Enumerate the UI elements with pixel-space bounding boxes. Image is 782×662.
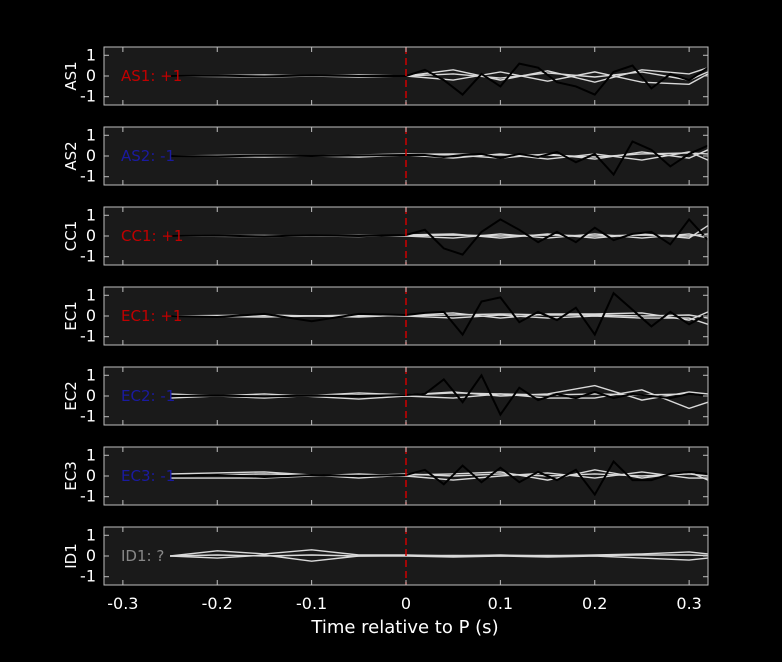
y-axis-label: EC2 [62,381,80,411]
x-tick-label: 0.3 [676,594,701,613]
y-tick-label: 1 [86,205,96,224]
polarity-annotation: AS2: -1 [121,147,175,165]
y-tick-label: -1 [80,407,96,426]
y-tick-label: 0 [86,146,96,165]
y-axis-label: EC3 [62,461,80,491]
synthetic-trace-3 [170,554,709,557]
polarity-annotation: ID1: ? [121,547,164,565]
y-tick-label: -1 [80,167,96,186]
observed-trace [170,217,709,256]
y-tick-label: -1 [80,567,96,586]
y-tick-label: 0 [86,546,96,565]
observed-trace [170,373,709,417]
observed-trace [170,291,709,337]
x-axis: -0.3 -0.2 -0.1 0 0.1 0.2 0.3 [107,594,702,613]
polarity-annotation: EC1: +1 [121,307,182,325]
y-axis-label: CC1 [62,221,80,252]
y-tick-label: 0 [86,66,96,85]
x-tick-label: -0.3 [107,594,138,613]
synthetic-trace-2 [170,554,709,562]
y-tick-label: -1 [80,87,96,106]
observed-trace [170,140,709,177]
polarity-annotation: AS1: +1 [121,67,182,85]
polarity-annotation: CC1: +1 [121,227,183,245]
y-axis-label: ID1 [62,543,80,569]
y-tick-label: 0 [86,306,96,325]
y-tick-label: 0 [86,466,96,485]
y-axis-label: EC1 [62,301,80,331]
x-axis-label: Time relative to P (s) [310,617,498,638]
y-tick-label: 1 [86,525,96,544]
observed-trace [170,62,709,96]
y-tick-label: 1 [86,365,96,384]
x-tick-label: 0.2 [582,594,607,613]
polarity-annotation: EC3: -1 [121,467,175,485]
x-tick-label: 0 [401,594,411,613]
y-axis-label: AS1 [62,61,80,90]
y-axis-label: AS2 [62,141,80,170]
polarity-annotation: EC2: -1 [121,387,175,405]
y-tick-label: 1 [86,285,96,304]
y-tick-label: 1 [86,445,96,464]
observed-trace [170,459,709,497]
y-tick-label: -1 [80,327,96,346]
y-tick-label: 0 [86,226,96,245]
y-tick-label: 1 [86,45,96,64]
y-tick-label: -1 [80,247,96,266]
y-tick-label: 1 [86,125,96,144]
x-tick-label: -0.2 [202,594,233,613]
x-tick-label: 0.1 [488,594,513,613]
synthetic-trace-3 [170,313,709,319]
y-tick-label: -1 [80,487,96,506]
y-tick-label: 0 [86,386,96,405]
x-tick-label: -0.1 [296,594,327,613]
